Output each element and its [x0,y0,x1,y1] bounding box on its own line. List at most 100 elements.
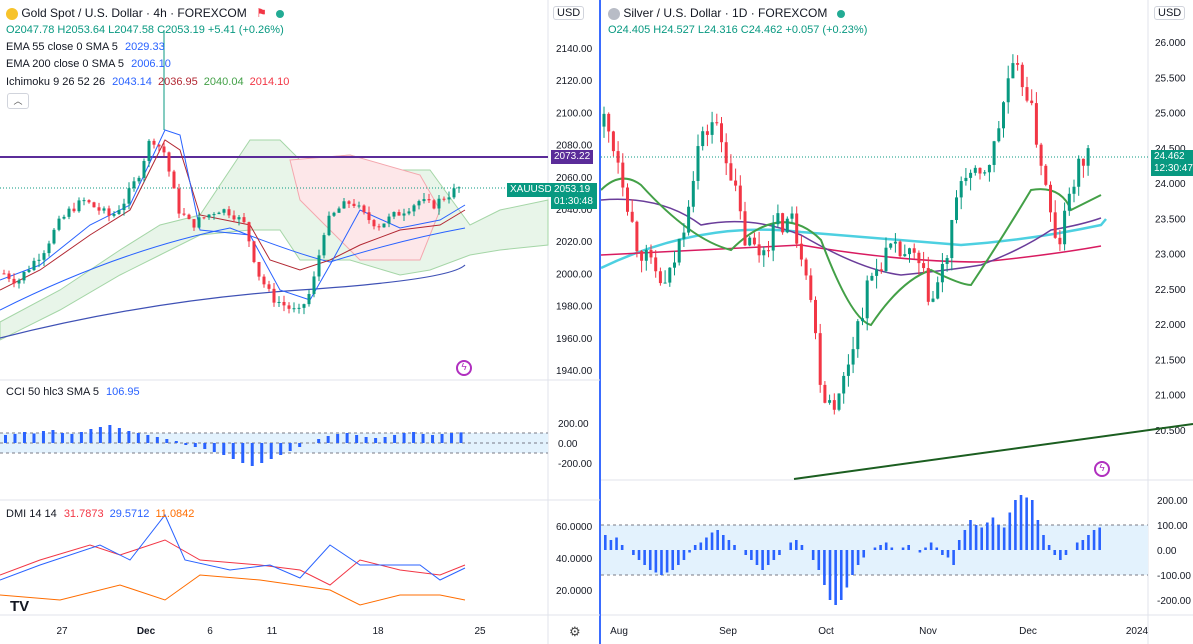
osc-bar [879,545,882,550]
price-axis-tick: 21.500 [1155,355,1186,366]
candle-body [903,254,907,257]
candle-body [945,258,949,264]
cci-bar [402,433,406,443]
candle-body [112,213,116,216]
ichimoku-legend[interactable]: Ichimoku 9 26 52 26 2043.14 2036.95 2040… [6,76,289,88]
candle-body [202,217,206,219]
silver-currency-button[interactable]: USD [1154,6,1186,20]
candle-body [57,218,61,230]
cci-legend[interactable]: CCI 50 hlc3 SMA 5 106.95 [6,386,140,398]
price-axis-tick: 24.000 [1155,179,1186,190]
candle-body [342,201,346,209]
osc-bar [1002,527,1006,550]
price-axis-tick: 1960.00 [556,334,593,345]
osc-bar [1075,542,1079,550]
gold-symbol-label: XAUUSD [507,183,555,197]
tradingview-logo[interactable]: TV [10,598,30,615]
candle-body [959,181,963,198]
osc-bar [688,550,691,553]
cci-bar [155,437,159,443]
candle-body [97,207,101,211]
gold-currency-button[interactable]: USD [553,6,585,20]
candle-body [1058,237,1062,245]
silver-chart-title[interactable]: Silver / U.S. Dollar · 1D · FOREXCOM [623,6,828,20]
osc-bar [828,550,832,600]
candle-body [417,201,421,206]
silver-chart-canvas[interactable]: 26.000 25.500 25.000 24.500 24.000 23.500 23.0… [601,0,1193,644]
candle-body [152,140,156,145]
gold-chart-title-row: Gold Spot / U.S. Dollar · 4h · FOREXCOM … [6,6,285,20]
candle-body [799,243,803,260]
candle-body [705,131,709,135]
ema55-legend[interactable]: EMA 55 close 0 SMA 5 2029.33 [6,41,165,53]
candle-body [940,263,944,283]
candle-body [252,241,256,263]
price-axis-tick: 20.500 [1155,426,1186,437]
osc-bar [609,540,613,550]
candle-body [729,163,733,181]
cci-bar [241,443,245,463]
ma-green-line [601,177,1102,327]
dmi-value-2: 29.5712 [109,508,150,520]
candle-body [983,172,987,174]
ichimoku-name: Ichimoku 9 26 52 26 [6,76,106,88]
candle-body [162,146,166,153]
candle-body [828,400,832,403]
candle-body [1044,165,1048,185]
price-axis-tick: 21.000 [1155,391,1186,402]
candle-body [743,211,747,246]
flag-icon[interactable]: ⚑ [256,6,267,20]
candle-body [212,214,216,216]
candle-body [402,213,406,216]
osc-bar [1081,540,1085,550]
osc-bar [991,517,995,550]
osc-bar [750,550,753,560]
collapse-legend-button[interactable]: ︿ [7,93,29,109]
time-axis-tick: Aug [610,626,628,637]
candle-body [809,275,813,300]
gold-close: C2053.19 [157,24,205,36]
osc-bar [901,547,905,550]
ema55-value: 2029.33 [124,41,165,53]
candle-body [312,276,316,295]
candle-body [673,262,676,268]
time-axis-tick: Oct [818,626,834,637]
osc-bar [615,537,618,550]
gold-chart-panel[interactable]: 2140.00 2120.00 2100.00 2080.00 2060.00 2040.… [0,0,600,644]
osc-bar [665,550,669,573]
candle-body [893,241,897,244]
cci-bar [269,443,273,459]
time-axis-tick: 6 [207,626,213,637]
candle-body [337,208,341,213]
gold-lightning-icon[interactable]: ϟ [456,360,472,376]
ema200-legend[interactable]: EMA 200 close 0 SMA 5 2006.10 [6,58,171,70]
gold-low: L2047.58 [108,24,155,36]
candle-body [649,249,653,258]
osc-bar [671,550,675,570]
osc-bar [772,550,776,560]
silver-chart-panel[interactable]: 26.000 25.500 25.000 24.500 24.000 23.500 23.0… [601,0,1193,644]
candle-body [17,280,21,284]
cci-bar [421,434,425,443]
dmi-value-1: 31.7873 [63,508,104,520]
osc-bar [755,550,759,565]
gold-chart-title[interactable]: Gold Spot / U.S. Dollar · 4h · FOREXCOM [21,6,247,20]
candle-body [12,278,16,284]
dmi-legend[interactable]: DMI 14 14 31.7873 29.5712 11.0842 [6,508,194,520]
candle-body [77,200,81,212]
candle-body [875,269,879,276]
osc-bar [929,542,933,550]
cci-bar [108,425,112,443]
cci-bar [4,435,7,443]
candle-body [668,267,672,283]
gear-icon[interactable]: ⚙ [569,624,581,639]
price-axis-tick: 2100.00 [556,108,593,119]
gold-last-price-label: 2053.19 01:30:48 [551,183,597,209]
candle-body [658,271,662,284]
silver-lightning-icon[interactable]: ϟ [1094,461,1110,477]
candle-body [752,237,756,245]
gold-chart-canvas[interactable]: 2140.00 2120.00 2100.00 2080.00 2060.00 2040.… [0,0,600,644]
candle-body [392,212,396,217]
price-axis-tick: 24.500 [1155,144,1186,155]
osc-bar [643,550,646,565]
